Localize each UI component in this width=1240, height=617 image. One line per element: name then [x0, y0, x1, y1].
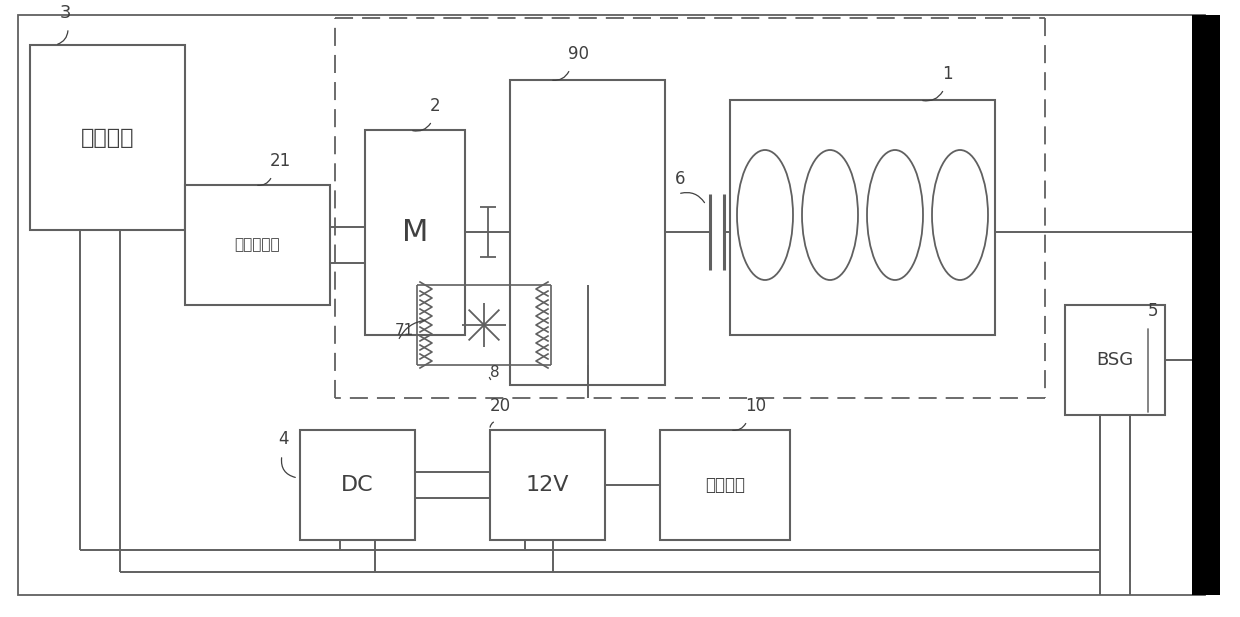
Text: 20: 20 — [490, 397, 511, 415]
Text: 10: 10 — [745, 397, 766, 415]
Bar — [1192, 15, 1220, 595]
Text: DC: DC — [341, 475, 373, 495]
Bar — [30, 45, 185, 230]
Bar — [365, 130, 465, 335]
Bar — [185, 185, 330, 305]
Text: 3: 3 — [60, 4, 72, 22]
Bar — [300, 430, 415, 540]
Text: 4: 4 — [278, 430, 289, 448]
Bar — [490, 430, 605, 540]
Text: 6: 6 — [675, 170, 686, 188]
Ellipse shape — [737, 150, 794, 280]
Text: M: M — [402, 218, 428, 247]
Bar — [660, 430, 790, 540]
Ellipse shape — [802, 150, 858, 280]
Ellipse shape — [867, 150, 923, 280]
Text: 21: 21 — [270, 152, 291, 170]
Text: 第二控制器: 第二控制器 — [234, 238, 280, 252]
Text: 2: 2 — [430, 97, 440, 115]
Text: 90: 90 — [568, 45, 589, 63]
Bar — [1065, 305, 1166, 415]
Text: 71: 71 — [396, 323, 414, 338]
Text: 低压电器: 低压电器 — [706, 476, 745, 494]
Text: 8: 8 — [490, 365, 500, 380]
Bar — [510, 80, 665, 385]
Text: 12V: 12V — [526, 475, 569, 495]
Text: BSG: BSG — [1096, 351, 1133, 369]
Text: 1: 1 — [942, 65, 952, 83]
Text: 5: 5 — [1148, 302, 1158, 320]
Bar — [730, 100, 994, 335]
Ellipse shape — [932, 150, 988, 280]
Text: 动力电池: 动力电池 — [81, 128, 134, 147]
